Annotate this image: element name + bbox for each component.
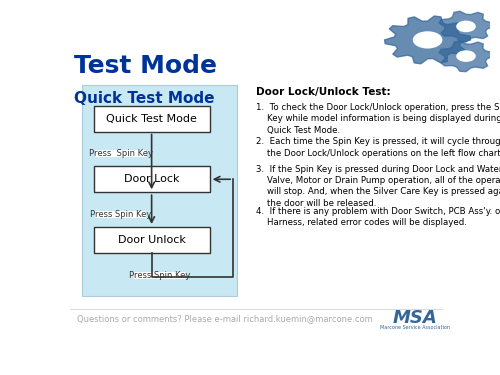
Polygon shape bbox=[439, 41, 494, 72]
FancyBboxPatch shape bbox=[94, 106, 210, 132]
FancyBboxPatch shape bbox=[96, 150, 146, 158]
Text: 4.  If there is any problem with Door Switch, PCB Ass'y. or Wire
    Harness, re: 4. If there is any problem with Door Swi… bbox=[256, 207, 500, 227]
FancyBboxPatch shape bbox=[94, 227, 210, 253]
FancyBboxPatch shape bbox=[96, 211, 146, 218]
Text: Door Lock/Unlock Test:: Door Lock/Unlock Test: bbox=[256, 87, 391, 97]
Text: 3.  If the Spin Key is pressed during Door Lock and Water
    Valve, Motor or Dr: 3. If the Spin Key is pressed during Doo… bbox=[256, 165, 500, 208]
Text: 2.  Each time the Spin Key is pressed, it will cycle through
    the Door Lock/U: 2. Each time the Spin Key is pressed, it… bbox=[256, 137, 500, 158]
FancyBboxPatch shape bbox=[94, 166, 210, 192]
Text: Quick Test Mode: Quick Test Mode bbox=[74, 91, 214, 106]
Text: Press Spin Key: Press Spin Key bbox=[90, 210, 152, 219]
Text: Door Lock: Door Lock bbox=[124, 174, 180, 184]
Text: Press Spin Key: Press Spin Key bbox=[128, 271, 190, 280]
Circle shape bbox=[414, 32, 442, 48]
Text: Quick Test Mode: Quick Test Mode bbox=[106, 114, 197, 124]
FancyBboxPatch shape bbox=[134, 272, 184, 279]
Polygon shape bbox=[384, 16, 470, 64]
Circle shape bbox=[457, 51, 475, 61]
Text: Questions or comments? Please e-mail richard.kuemin@marcone.com: Questions or comments? Please e-mail ric… bbox=[78, 314, 373, 323]
Text: Marcone Service Association: Marcone Service Association bbox=[380, 325, 450, 330]
Text: 1.  To check the Door Lock/Unlock operation, press the Spin
    Key while model : 1. To check the Door Lock/Unlock operati… bbox=[256, 103, 500, 135]
FancyBboxPatch shape bbox=[82, 86, 237, 296]
Polygon shape bbox=[439, 11, 494, 42]
Text: Press  Spin Key: Press Spin Key bbox=[88, 149, 152, 158]
Text: Door Unlock: Door Unlock bbox=[118, 235, 186, 245]
Text: Test Mode: Test Mode bbox=[74, 54, 217, 78]
Circle shape bbox=[457, 21, 475, 32]
Text: MSA: MSA bbox=[393, 309, 438, 327]
